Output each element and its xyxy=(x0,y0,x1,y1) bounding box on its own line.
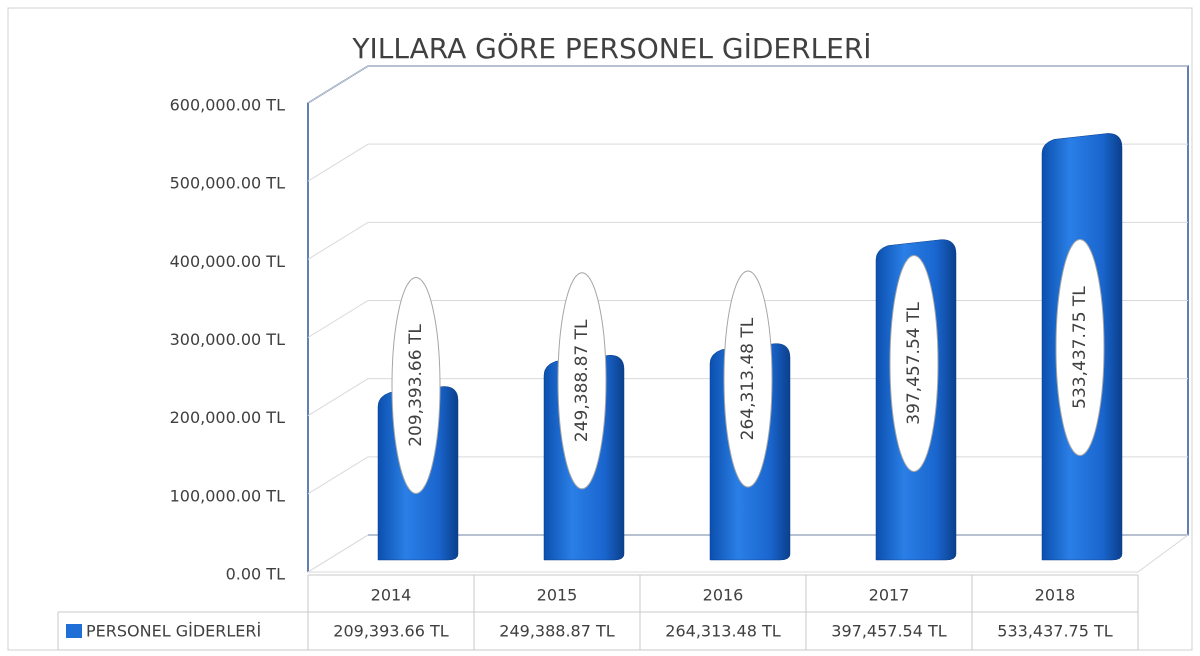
legend-key xyxy=(66,624,82,638)
data-label-bubble xyxy=(391,276,441,494)
y-tick-label: 500,000.00 TL xyxy=(170,174,285,193)
grid-line xyxy=(307,143,1188,182)
y-tick-label: 200,000.00 TL xyxy=(170,408,285,427)
chart-title: YILLARA GÖRE PERSONEL GİDERLERİ xyxy=(351,31,871,65)
y-tick-label: 400,000.00 TL xyxy=(170,252,285,271)
table-value: 209,393.66 TL xyxy=(333,622,448,641)
table-value: 533,437.75 TL xyxy=(997,622,1112,641)
data-label-bubble xyxy=(557,272,607,490)
data-label-bubble xyxy=(723,270,773,488)
legend-label: PERSONEL GİDERLERİ xyxy=(86,622,261,641)
x-tick-label: 2015 xyxy=(537,586,578,605)
data-label: 533,437.75 TL xyxy=(1070,286,1090,409)
data-label-bubble xyxy=(1055,239,1105,457)
y-tick-label: 300,000.00 TL xyxy=(170,330,285,349)
y-tick-label: 100,000.00 TL xyxy=(170,486,285,505)
x-tick-label: 2016 xyxy=(703,586,744,605)
table-value: 264,313.48 TL xyxy=(665,622,780,641)
x-tick-label: 2014 xyxy=(371,586,412,605)
y-tick-label: 0.00 TL xyxy=(226,565,285,584)
data-label: 397,457.54 TL xyxy=(904,302,924,425)
grid-line xyxy=(307,221,1188,260)
y-tick-label: 600,000.00 TL xyxy=(170,96,285,115)
data-label-bubble xyxy=(889,254,939,472)
x-tick-label: 2018 xyxy=(1035,586,1076,605)
grid-line xyxy=(307,65,1188,104)
data-label: 209,393.66 TL xyxy=(406,324,426,447)
x-tick-label: 2017 xyxy=(869,586,910,605)
table-value: 397,457.54 TL xyxy=(831,622,946,641)
data-label: 249,388.87 TL xyxy=(572,319,592,442)
table-value: 249,388.87 TL xyxy=(499,622,614,641)
data-label: 264,313.48 TL xyxy=(738,317,758,440)
